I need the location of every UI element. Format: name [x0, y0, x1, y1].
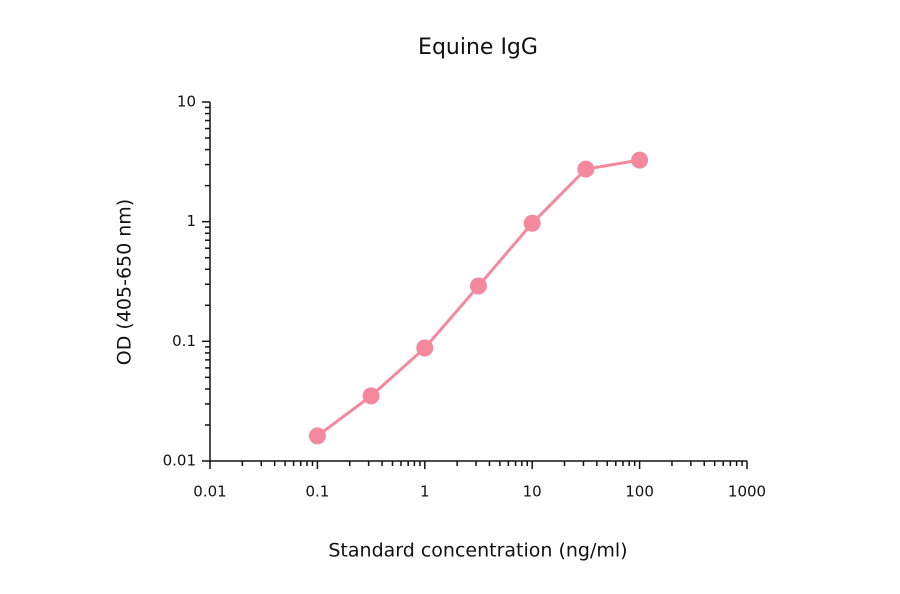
data-point	[308, 427, 326, 445]
x-tick-label: 1	[420, 483, 430, 501]
data-point	[523, 214, 541, 232]
x-axis-label: Standard concentration (ng/ml)	[328, 540, 627, 562]
y-tick-label: 0.1	[172, 332, 196, 350]
data-point	[362, 387, 380, 405]
x-tick-label: 0.01	[193, 483, 226, 501]
y-tick-label: 0.01	[163, 452, 196, 470]
y-tick-label: 10	[177, 93, 196, 111]
x-tick-label: 10	[523, 483, 542, 501]
y-tick-label: 1	[186, 212, 196, 230]
x-tick-label: 1000	[728, 483, 766, 501]
x-tick-label: 100	[625, 483, 654, 501]
y-axis-label: OD (405-650 nm)	[114, 199, 136, 365]
data-point	[416, 339, 434, 357]
x-tick-label: 0.1	[305, 483, 329, 501]
chart-title: Equine IgG	[418, 35, 538, 60]
data-point	[469, 277, 487, 295]
data-point	[577, 160, 595, 178]
data-point	[631, 151, 649, 169]
